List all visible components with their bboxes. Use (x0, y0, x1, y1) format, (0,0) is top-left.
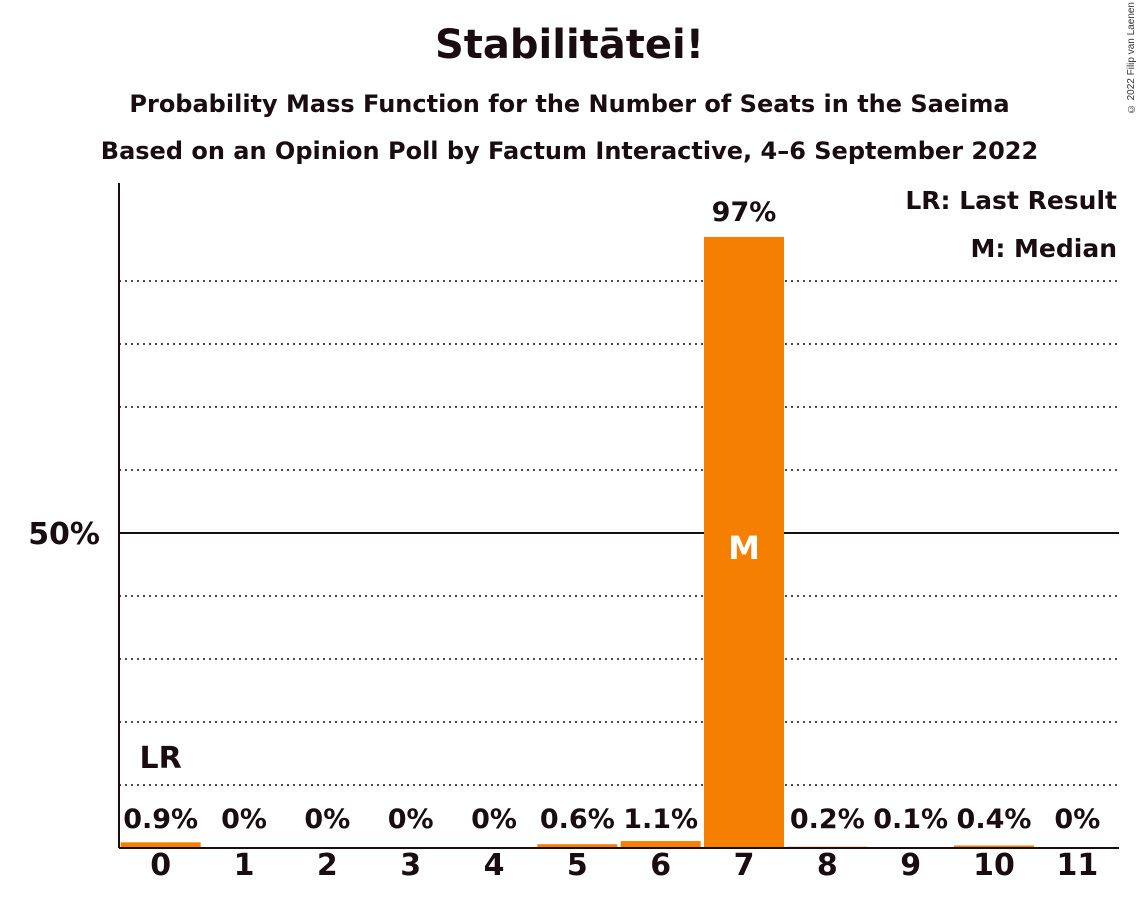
chart-title: Stabilitātei! (434, 22, 704, 68)
labels: 0.9% LR 0% 0% 0% 0% 0.6% 1.1% 97% M 0.2% 0.1% 0.4% 0% (123, 197, 1100, 835)
value-label: 0% (304, 804, 350, 835)
legend-entry: M: Median (970, 234, 1117, 263)
value-label: 0.2% (790, 804, 865, 835)
x-tick-label: 3 (400, 848, 421, 883)
value-label: 0% (388, 804, 434, 835)
x-tick-label: 2 (317, 848, 338, 883)
value-label: 97% (712, 197, 777, 228)
x-tick-label: 1 (234, 848, 255, 883)
value-label: 0.9% (123, 804, 198, 835)
x-tick-label: 5 (567, 848, 588, 883)
x-tick-label: 9 (900, 848, 921, 883)
y-tick-label: 50% (28, 517, 100, 552)
bars (120, 236, 1034, 848)
x-tick-label: 7 (734, 848, 755, 883)
gridlines (119, 280, 1119, 786)
value-label: 0% (221, 804, 267, 835)
x-tick-label: 6 (650, 848, 671, 883)
chart-subtitle: Probability Mass Function for the Number… (129, 90, 1010, 118)
value-label: 0% (1054, 804, 1100, 835)
value-label: 1.1% (623, 804, 698, 835)
bar-6 (620, 841, 701, 848)
last-result-marker: LR (140, 741, 182, 776)
x-tick-label: 10 (973, 848, 1015, 883)
x-tick-label: 11 (1056, 848, 1098, 883)
x-tick-label: 8 (817, 848, 838, 883)
value-label: 0.6% (540, 804, 615, 835)
value-label: 0% (471, 804, 517, 835)
legend-entry: LR: Last Result (905, 186, 1117, 215)
bar-10 (954, 845, 1034, 848)
bar-5 (537, 844, 618, 848)
median-marker: M (728, 529, 760, 567)
chart-subtitle-source: Based on an Opinion Poll by Factum Inter… (100, 137, 1039, 165)
value-label: 0.1% (873, 804, 948, 835)
bar-0 (120, 842, 201, 848)
bar-7 (704, 236, 784, 848)
legend: LR: Last Result M: Median (905, 186, 1117, 263)
axes: 50% 0 1 2 3 4 5 6 7 8 9 10 11 (28, 183, 1119, 883)
x-tick-label: 0 (150, 848, 171, 883)
x-tick-label: 4 (484, 848, 505, 883)
value-label: 0.4% (957, 804, 1032, 835)
